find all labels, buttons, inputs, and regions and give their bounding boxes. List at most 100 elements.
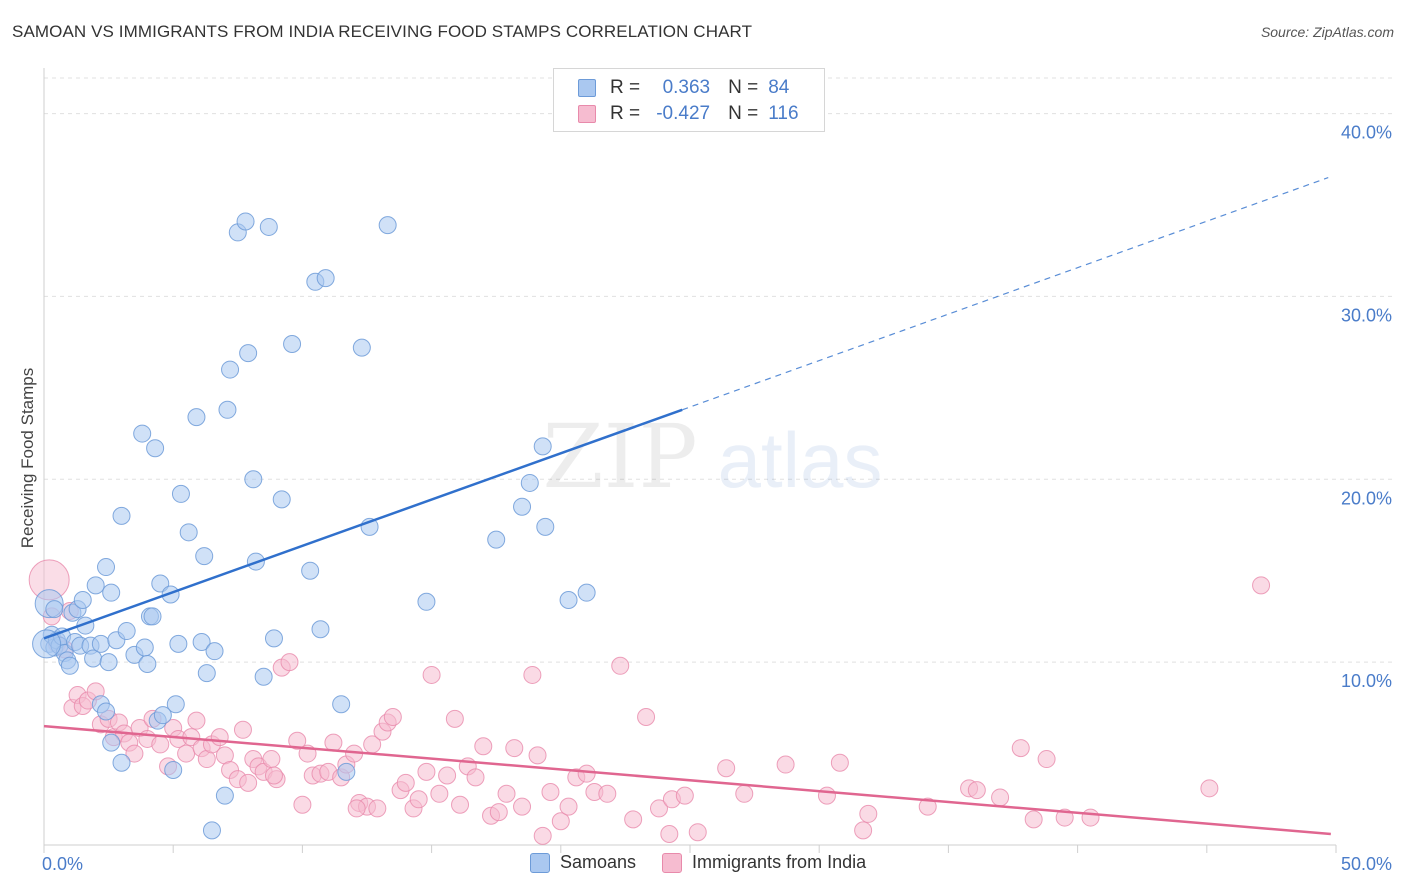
data-point-samoans (536, 517, 555, 536)
data-point-india (523, 665, 542, 684)
data-point-india (430, 784, 449, 803)
data-point-samoans (352, 338, 371, 357)
data-point-samoans (559, 590, 578, 609)
data-point-samoans (236, 212, 255, 231)
data-point-india (451, 795, 470, 814)
data-point-samoans (244, 470, 263, 489)
tick-labels: 10.0% 20.0% 30.0% 40.0% 0.0% 50.0% (42, 123, 1392, 874)
data-point-india (541, 782, 560, 801)
data-point-india (210, 728, 229, 747)
data-point-india (264, 766, 283, 785)
data-point-samoans (195, 547, 214, 566)
data-point-samoans (143, 607, 162, 626)
data-point-samoans (86, 576, 105, 595)
data-point-india (396, 773, 415, 792)
data-point-samoans (151, 574, 170, 593)
data-point-india (151, 735, 170, 754)
data-point-samoans (102, 733, 121, 752)
data-point-india (859, 804, 878, 823)
y-tick-label: 10.0% (1341, 671, 1392, 691)
data-point-samoans (218, 400, 237, 419)
data-point-india (551, 812, 570, 831)
data-point-samoans (91, 634, 110, 653)
data-point-india (239, 773, 258, 792)
data-point-samoans (133, 424, 152, 443)
data-point-samoans (73, 590, 92, 609)
data-point-india (438, 766, 457, 785)
legend-label-samoans: Samoans (560, 852, 637, 872)
chart-title: SAMOAN VS IMMIGRANTS FROM INDIA RECEIVIN… (12, 22, 753, 41)
legend-swatch-samoans (530, 852, 550, 873)
data-point-samoans (97, 558, 116, 577)
y-tick-label: 40.0% (1341, 123, 1392, 143)
data-point-samoans (577, 583, 596, 602)
data-point-samoans (520, 473, 539, 492)
data-point-samoans (205, 642, 224, 661)
data-point-samoans (264, 629, 283, 648)
data-point-india (528, 746, 547, 765)
data-point-india (918, 797, 937, 816)
legend-swatch-india (578, 105, 596, 123)
series-india-points (28, 559, 1271, 845)
data-point-india (577, 764, 596, 783)
data-point-samoans (378, 216, 397, 235)
data-point-samoans (316, 269, 335, 288)
data-point-samoans (283, 334, 302, 353)
data-point-india (474, 737, 493, 756)
data-point-samoans (45, 600, 64, 619)
y-axis-label: Receiving Food Stamps (18, 368, 37, 548)
watermark: ZIP atlas (542, 405, 882, 508)
data-point-india (776, 755, 795, 774)
trend-lines (43, 177, 1331, 836)
data-point-india (598, 784, 617, 803)
x-tick-label: 0.0% (42, 854, 83, 874)
data-point-samoans (197, 664, 216, 683)
data-point-india (1200, 779, 1219, 798)
trend-line-samoans-extension (682, 177, 1329, 411)
data-point-india (280, 653, 299, 672)
data-point-india (505, 739, 524, 758)
data-point-samoans (171, 484, 190, 503)
legend-r-label: R = (610, 103, 641, 124)
legend-row-samoans: R = 0.363 N = 84 (578, 76, 789, 100)
data-point-india (1081, 808, 1100, 827)
data-point-india (409, 790, 428, 809)
data-point-samoans (254, 667, 273, 686)
data-point-india (187, 711, 206, 730)
legend-r-value: -0.427 (656, 103, 711, 124)
data-point-india (675, 786, 694, 805)
data-point-india (559, 797, 578, 816)
data-point-india (1024, 810, 1043, 829)
data-point-samoans (215, 786, 234, 805)
legend-item-india[interactable]: Immigrants from India (662, 852, 866, 873)
legend-swatch-india (662, 852, 683, 873)
data-point-samoans (417, 592, 436, 611)
legend-n-value: 116 (768, 103, 799, 124)
data-point-samoans (311, 620, 330, 639)
legend-label-india: Immigrants from India (692, 852, 867, 872)
data-point-india (637, 708, 656, 726)
data-point-samoans (487, 530, 506, 549)
data-point-india (967, 781, 986, 800)
data-point-samoans (179, 523, 198, 542)
data-point-india (347, 799, 366, 818)
legend-n-value: 84 (768, 77, 790, 98)
data-point-samoans (135, 638, 154, 657)
legend-r-label: R = (610, 77, 641, 98)
source-label: Source: ZipAtlas.com (1260, 24, 1394, 40)
data-point-samoans (259, 217, 278, 236)
data-point-samoans (239, 344, 258, 363)
legend-item-samoans[interactable]: Samoans (530, 852, 636, 873)
data-point-india (688, 823, 707, 842)
data-point-india (854, 821, 873, 840)
series-legend: Samoans Immigrants from India (530, 852, 892, 873)
correlation-legend: R = 0.363 N = 84 R = -0.427 N = 116 (553, 68, 825, 132)
data-point-india (466, 768, 485, 787)
data-point-samoans (32, 629, 62, 659)
data-point-samoans (99, 653, 118, 672)
legend-swatch-samoans (578, 79, 596, 97)
legend-row-india: R = -0.427 N = 116 (578, 102, 799, 126)
data-point-india (717, 759, 736, 778)
trend-line-india (43, 724, 1331, 836)
